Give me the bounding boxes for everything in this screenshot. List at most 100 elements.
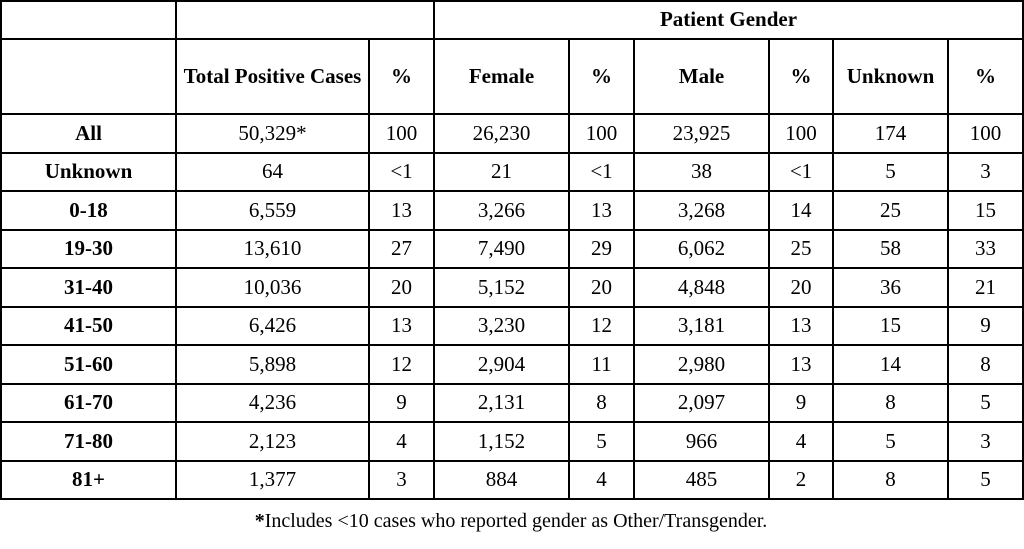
cell-female: 21 (433, 151, 570, 192)
cell-unknown: 5 (832, 151, 949, 192)
cell-male-percent: 13 (768, 305, 834, 346)
cell-unknown: 15 (832, 305, 949, 346)
column-header-male-percent: % (768, 38, 834, 115)
table-row-71-80: 71-80 2,123 4 1,152 5 966 4 5 3 (0, 421, 1024, 462)
cell-unknown: 14 (832, 344, 949, 385)
cell-female: 1,152 (433, 421, 570, 462)
row-label: 61-70 (0, 382, 177, 423)
row-label: 81+ (0, 459, 177, 500)
column-header-row: Total Positive Cases % Female % Male % U… (0, 38, 1024, 115)
row-label: 51-60 (0, 344, 177, 385)
table-row-41-50: 41-50 6,426 13 3,230 12 3,181 13 15 9 (0, 305, 1024, 346)
cell-total-percent: 20 (368, 267, 435, 308)
cell-female-percent: <1 (568, 151, 635, 192)
cell-male-percent: 9 (768, 382, 834, 423)
cell-unknown-percent: 33 (947, 228, 1024, 269)
column-header-male: Male (633, 38, 770, 115)
cell-male: 2,097 (633, 382, 770, 423)
cell-male-percent: <1 (768, 151, 834, 192)
cell-male-percent: 25 (768, 228, 834, 269)
cell-total-percent: 9 (368, 382, 435, 423)
table-row-61-70: 61-70 4,236 9 2,131 8 2,097 9 8 5 (0, 382, 1024, 423)
table-row-51-60: 51-60 5,898 12 2,904 11 2,980 13 14 8 (0, 344, 1024, 385)
cell-unknown: 8 (832, 382, 949, 423)
cell-male: 38 (633, 151, 770, 192)
cell-unknown-percent: 5 (947, 382, 1024, 423)
cell-total: 10,036 (175, 267, 370, 308)
gender-header-row: Patient Gender (0, 0, 1024, 40)
cell-unknown: 8 (832, 459, 949, 500)
row-label: 41-50 (0, 305, 177, 346)
cell-total: 6,559 (175, 190, 370, 231)
cell-unknown-percent: 5 (947, 459, 1024, 500)
cell-female-percent: 20 (568, 267, 635, 308)
cell-total-percent: 27 (368, 228, 435, 269)
cell-male-percent: 100 (768, 113, 834, 154)
cell-male-percent: 13 (768, 344, 834, 385)
cell-male: 4,848 (633, 267, 770, 308)
cell-female: 26,230 (433, 113, 570, 154)
cell-unknown-percent: 15 (947, 190, 1024, 231)
patient-gender-table: Patient Gender Total Positive Cases % Fe… (0, 0, 1024, 500)
cell-male: 485 (633, 459, 770, 500)
column-header-unknown: Unknown (832, 38, 949, 115)
cell-unknown: 58 (832, 228, 949, 269)
column-header-female-percent: % (568, 38, 635, 115)
cell-total-percent: 4 (368, 421, 435, 462)
cell-unknown: 36 (832, 267, 949, 308)
cell-female-percent: 12 (568, 305, 635, 346)
row-label: 0-18 (0, 190, 177, 231)
cell-total: 6,426 (175, 305, 370, 346)
cell-unknown-percent: 8 (947, 344, 1024, 385)
cell-total: 5,898 (175, 344, 370, 385)
cell-female: 7,490 (433, 228, 570, 269)
row-label: Unknown (0, 151, 177, 192)
cell-unknown-percent: 3 (947, 421, 1024, 462)
cell-total: 13,610 (175, 228, 370, 269)
footnote-asterisk: * (254, 510, 265, 532)
cell-male-percent: 20 (768, 267, 834, 308)
cell-male: 23,925 (633, 113, 770, 154)
row-label: All (0, 113, 177, 154)
cell-male-percent: 14 (768, 190, 834, 231)
cell-unknown: 25 (832, 190, 949, 231)
cell-total: 2,123 (175, 421, 370, 462)
cell-female: 884 (433, 459, 570, 500)
cell-total-percent: 3 (368, 459, 435, 500)
cell-male-percent: 4 (768, 421, 834, 462)
empty-corner-cell-top (0, 0, 177, 40)
table-row-19-30: 19-30 13,610 27 7,490 29 6,062 25 58 33 (0, 228, 1024, 269)
column-header-female: Female (433, 38, 570, 115)
column-header-unknown-percent: % (947, 38, 1024, 115)
cell-male: 2,980 (633, 344, 770, 385)
table-row-81-plus: 81+ 1,377 3 884 4 485 2 8 5 (0, 459, 1024, 500)
cell-total-percent: 12 (368, 344, 435, 385)
row-label: 31-40 (0, 267, 177, 308)
row-label: 71-80 (0, 421, 177, 462)
cell-female: 3,266 (433, 190, 570, 231)
row-label: 19-30 (0, 228, 177, 269)
cell-total: 64 (175, 151, 370, 192)
cell-female: 3,230 (433, 305, 570, 346)
column-header-total-percent: % (368, 38, 435, 115)
cell-female-percent: 13 (568, 190, 635, 231)
cell-total-percent: <1 (368, 151, 435, 192)
cell-female-percent: 100 (568, 113, 635, 154)
cell-male: 3,181 (633, 305, 770, 346)
cell-unknown: 174 (832, 113, 949, 154)
column-header-total-positive-cases: Total Positive Cases (175, 38, 370, 115)
table-row-all: All 50,329* 100 26,230 100 23,925 100 17… (0, 113, 1024, 154)
cell-female: 5,152 (433, 267, 570, 308)
cell-female-percent: 4 (568, 459, 635, 500)
table-row-0-18: 0-18 6,559 13 3,266 13 3,268 14 25 15 (0, 190, 1024, 231)
cell-total-percent: 100 (368, 113, 435, 154)
cell-male-percent: 2 (768, 459, 834, 500)
table-row-unknown: Unknown 64 <1 21 <1 38 <1 5 3 (0, 151, 1024, 192)
empty-corner-cell-bottom (0, 38, 177, 115)
cell-total: 50,329* (175, 113, 370, 154)
cell-female-percent: 5 (568, 421, 635, 462)
footnote-text: Includes <10 cases who reported gender a… (264, 510, 768, 532)
cell-total-percent: 13 (368, 190, 435, 231)
cell-female: 2,904 (433, 344, 570, 385)
